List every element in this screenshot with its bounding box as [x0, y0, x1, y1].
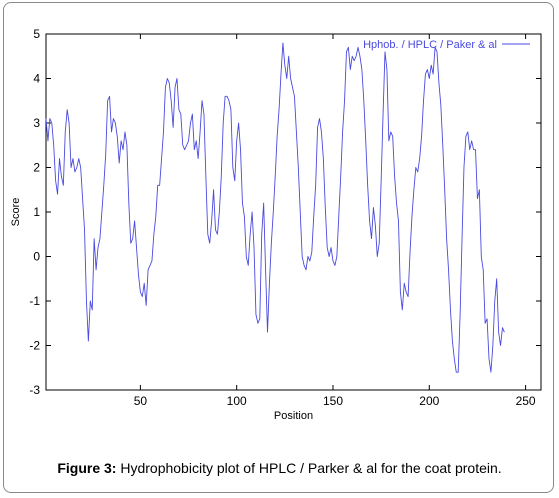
x-axis-title: Position	[274, 410, 313, 422]
y-tick-label: -2	[29, 339, 40, 353]
x-tick-label: 250	[516, 394, 536, 408]
legend-label: Hphob. / HPLC / Paker & al	[363, 39, 497, 51]
x-tick-label: 50	[134, 394, 148, 408]
series-layer	[45, 42, 505, 373]
axis-ticks: -3 -2 -1 0 1 2 3 4 5 50 100 150 200 250	[29, 27, 541, 408]
y-tick-label: -3	[29, 383, 40, 397]
y-tick-label: 5	[33, 27, 40, 41]
y-tick-label: 3	[33, 116, 40, 130]
caption-label: Figure 3:	[57, 460, 117, 476]
y-axis-title: Score	[10, 198, 22, 227]
figure-caption: Figure 3: Hydrophobicity plot of HPLC / …	[0, 460, 559, 476]
series-line	[45, 42, 505, 373]
x-tick-label: 150	[323, 394, 343, 408]
x-tick-label: 100	[227, 394, 247, 408]
y-tick-label: 4	[33, 72, 40, 86]
legend: Hphob. / HPLC / Paker & al	[363, 39, 530, 51]
plot-area	[45, 33, 542, 391]
y-tick-label: 0	[33, 250, 40, 264]
y-tick-label: 2	[33, 161, 40, 175]
x-tick-label: 200	[419, 394, 439, 408]
caption-text: Hydrophobicity plot of HPLC / Parker & a…	[116, 460, 502, 476]
plot-border	[45, 33, 542, 391]
y-tick-label: -1	[29, 294, 40, 308]
y-tick-label: 1	[33, 205, 40, 219]
